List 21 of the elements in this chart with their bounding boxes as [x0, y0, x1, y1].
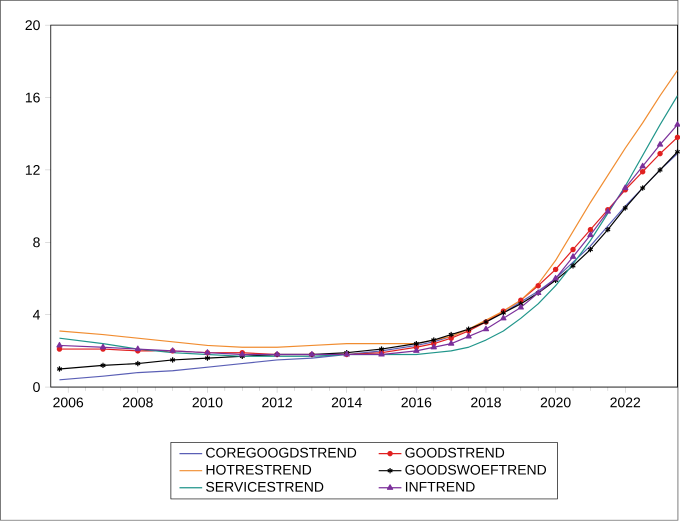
legend-label: HOTRESTREND — [206, 464, 312, 475]
legend-label: COREGOOGDSTREND — [206, 448, 356, 458]
y-tick-label: 16 — [26, 92, 40, 103]
y-tick-label: 4 — [32, 310, 40, 320]
y-tick-label: 12 — [26, 165, 40, 175]
x-tick-label: 2022 — [610, 398, 640, 408]
x-tick-label: 2010 — [192, 398, 222, 408]
legend-label: GOODSWOEFTREND — [405, 464, 546, 475]
legend-label: SERVICESTREND — [206, 482, 324, 492]
x-tick-label: 2014 — [332, 398, 362, 408]
x-tick-label: 2006 — [53, 398, 84, 408]
x-tick-label: 2008 — [122, 398, 153, 408]
x-tick-label: 2018 — [471, 398, 501, 408]
y-tick-label: 20 — [26, 20, 40, 30]
x-tick-label: 2012 — [262, 398, 292, 408]
x-tick-label: 2016 — [402, 398, 432, 408]
y-tick-label: 0 — [33, 382, 40, 392]
legend-label: INFTREND — [406, 482, 475, 492]
y-tick-label: 8 — [33, 238, 40, 248]
legend-label: GOODSTREND — [405, 448, 504, 458]
x-tick-label: 2020 — [540, 398, 571, 408]
